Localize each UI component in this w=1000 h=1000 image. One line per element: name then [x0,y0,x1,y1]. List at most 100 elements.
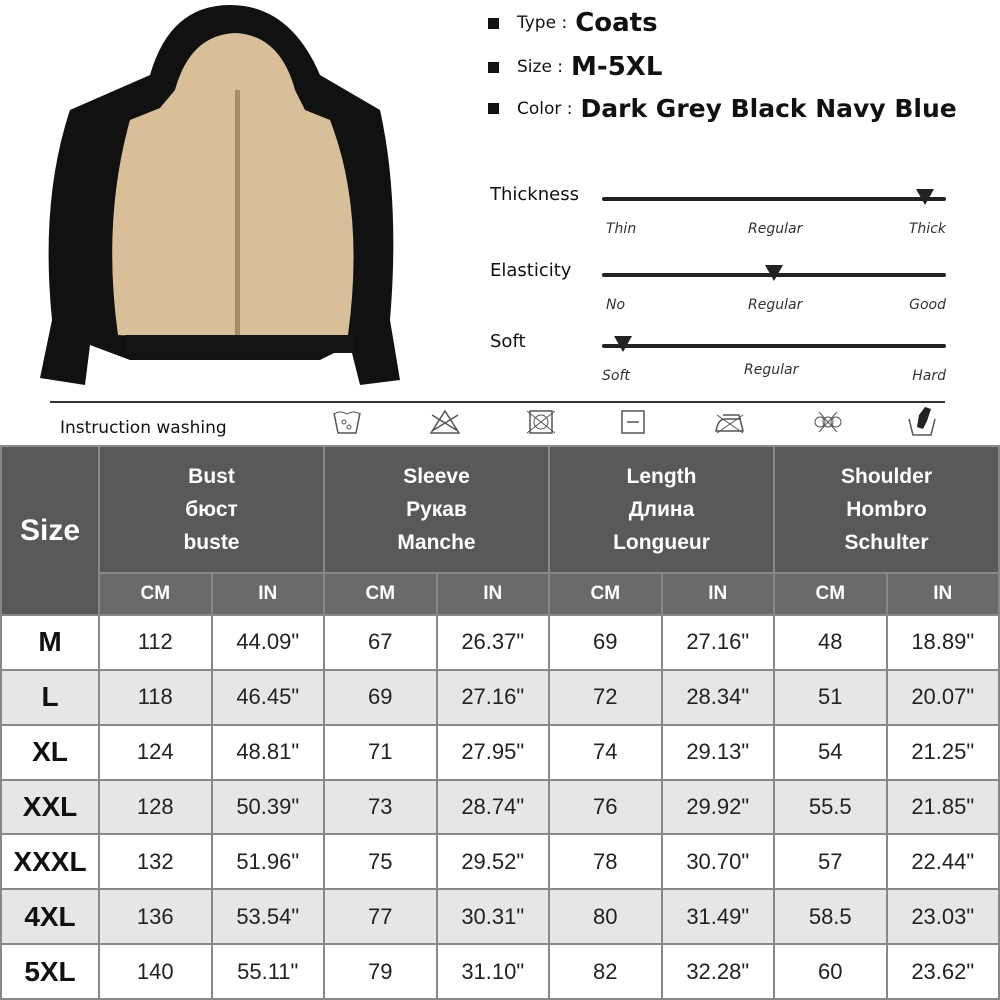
spec-label: Type : [517,13,568,33]
value-cell: 78 [548,833,663,891]
value-cell: 124 [98,723,213,781]
value-cell: 31.10" [435,943,550,1000]
value-cell: 30.31" [435,888,550,946]
header-bust: Bust бюст buste [98,445,325,574]
value-cell: 44.09" [210,614,325,671]
value-cell: 50.39" [210,778,325,836]
slider-track: No Regular Good [602,265,946,313]
header-length: Length Длина Longueur [548,445,775,574]
value-cell: 27.16" [660,614,775,671]
tick-label: Regular [748,221,803,237]
tick-label: No [606,297,626,313]
value-cell: 60 [773,943,888,1000]
tick-label: Regular [748,297,803,313]
value-cell: 54 [773,723,888,781]
value-cell: 48 [773,614,888,671]
tick-label: Good [909,297,946,313]
tick-label: Thin [606,221,637,237]
value-cell: 69 [323,668,438,726]
table-row: 5XL 140 55.11" 79 31.10" 82 32.28" 60 23.62" [0,943,1000,1000]
unit-header: CM [98,572,213,616]
table-row: XXL 128 50.39" 73 28.74" 76 29.92" 55.5 21.85" [0,778,1000,836]
value-cell: 57 [773,833,888,891]
value-cell: 21.85" [885,778,1000,836]
dry-flat-icon [621,410,645,434]
size-cell: 5XL [0,943,100,1000]
value-cell: 29.52" [435,833,550,891]
washing-label: Instruction washing [60,418,227,438]
value-cell: 48.81" [210,723,325,781]
value-cell: 132 [98,833,213,891]
size-cell: 4XL [0,888,100,946]
value-cell: 23.03" [885,888,1000,946]
value-cell: 136 [98,888,213,946]
tick-label: Thick [908,221,946,237]
no-bleach-icon [429,409,461,434]
slider-marker [613,336,632,352]
value-cell: 118 [98,668,213,726]
value-cell: 51 [773,668,888,726]
value-cell: 27.16" [435,668,550,726]
spec-size: Size : M-5XL [488,52,662,82]
size-header: Size [0,445,100,616]
value-cell: 23.62" [885,943,1000,1000]
spec-color: Color : Dark Grey Black Navy Blue [488,94,957,123]
no-tumble-dry-icon [526,410,556,434]
value-cell: 82 [548,943,663,1000]
value-cell: 77 [323,888,438,946]
value-cell: 72 [548,668,663,726]
size-cell: XL [0,723,100,781]
spec-value: M-5XL [571,52,663,82]
value-cell: 79 [323,943,438,1000]
size-cell: XXXL [0,833,100,891]
value-cell: 29.13" [660,723,775,781]
value-cell: 76 [548,778,663,836]
unit-header: IN [660,572,775,616]
table-row: M 112 44.09" 67 26.37" 69 27.16" 48 18.89" [0,614,1000,671]
value-cell: 58.5 [773,888,888,946]
divider [50,401,945,403]
slider-marker [916,189,935,205]
size-cell: XXL [0,778,100,836]
value-cell: 18.89" [885,614,1000,671]
spec-type: Type : Coats [488,8,658,38]
unit-header: IN [885,572,1000,616]
header-shoulder: Shoulder Hombro Schulter [773,445,1000,574]
value-cell: 112 [98,614,213,671]
value-cell: 75 [323,833,438,891]
unit-header: CM [548,572,663,616]
wash-30-icon [333,411,361,434]
slider-name: Soft [490,331,526,352]
value-cell: 28.74" [435,778,550,836]
slider-name: Elasticity [490,260,572,281]
hoodie-lining-image [40,5,400,385]
no-iron-icon [715,414,744,434]
unit-header: CM [773,572,888,616]
tick-label: Regular [744,362,799,378]
unit-header: IN [435,572,550,616]
value-cell: 80 [548,888,663,946]
value-cell: 30.70" [660,833,775,891]
value-cell: 51.96" [210,833,325,891]
size-chart-table: Size Bust бюст buste Sleeve Рукав Manche Len… [0,445,1000,1000]
tick-label: Hard [912,368,946,384]
spec-value: Coats [575,8,658,38]
slider-elasticity: Elasticity No Regular Good [490,260,950,330]
slider-thickness: Thickness Thin Regular Thick [490,184,950,254]
value-cell: 22.44" [885,833,1000,891]
value-cell: 69 [548,614,663,671]
value-cell: 31.49" [660,888,775,946]
value-cell: 20.07" [885,668,1000,726]
value-cell: 140 [98,943,213,1000]
slider-marker [765,265,783,281]
value-cell: 55.5 [773,778,888,836]
no-dry-clean-icon [814,411,842,433]
value-cell: 32.28" [660,943,775,1000]
table-row: XXXL 132 51.96" 75 29.52" 78 30.70" 57 22.44" [0,833,1000,891]
spec-value: Dark Grey Black Navy Blue [580,94,957,123]
value-cell: 128 [98,778,213,836]
table-row: L 118 46.45" 69 27.16" 72 28.34" 51 20.07" [0,668,1000,726]
table-row: 4XL 136 53.54" 77 30.31" 80 31.49" 58.5 23.03" [0,888,1000,946]
size-cell: M [0,614,100,671]
slider-track: Soft Regular Hard [602,336,946,384]
